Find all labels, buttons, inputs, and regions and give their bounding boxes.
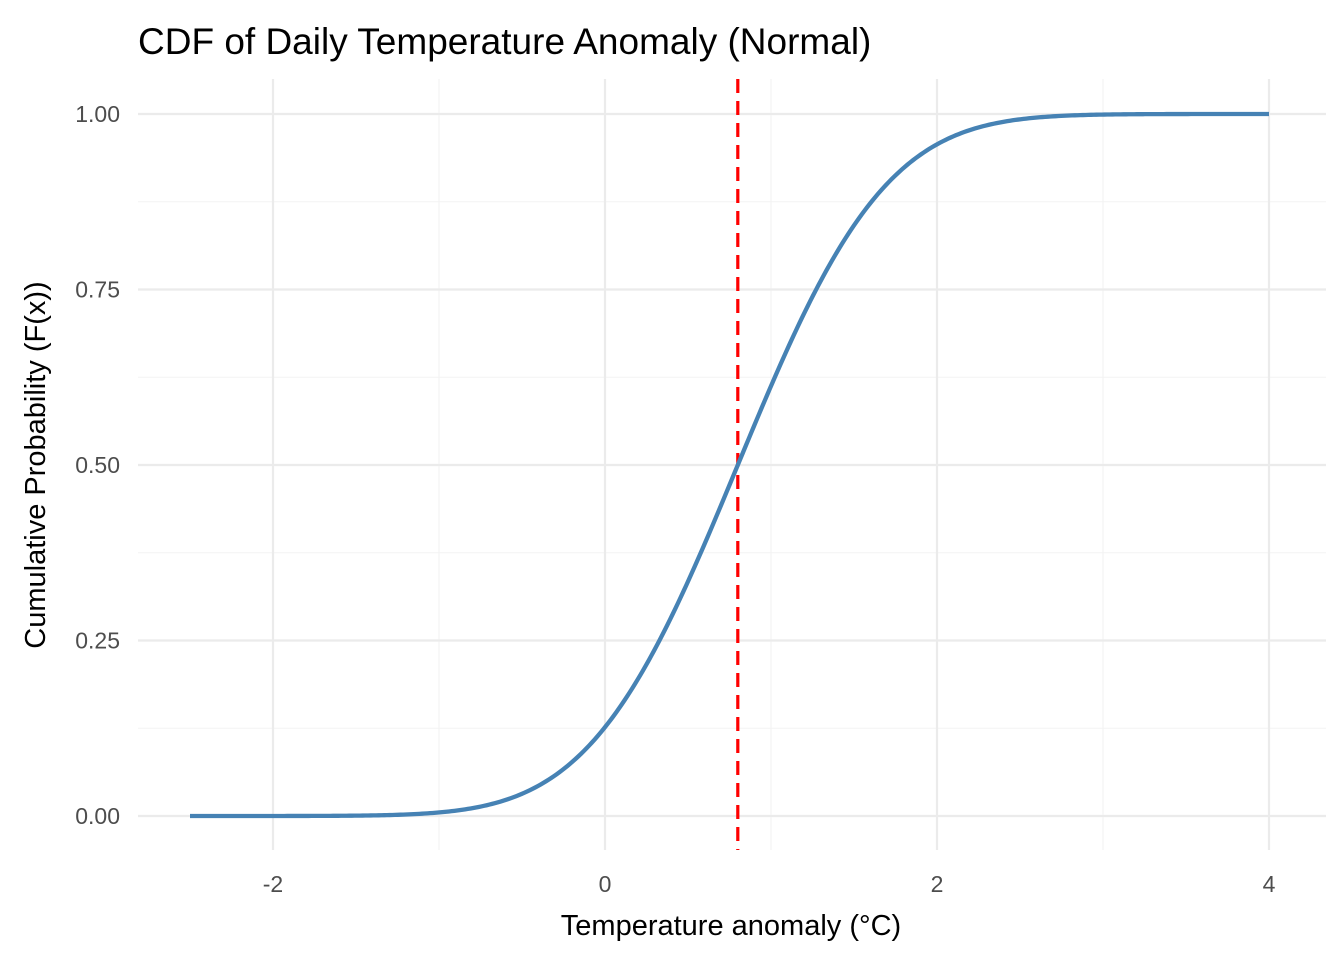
x-tick-label: -2 xyxy=(263,871,283,897)
y-tick-label: 0.75 xyxy=(75,277,120,303)
x-tick-label: 4 xyxy=(1263,871,1276,897)
y-axis-title: Cumulative Probability (F(x)) xyxy=(20,281,52,648)
chart-title: CDF of Daily Temperature Anomaly (Normal… xyxy=(138,21,871,62)
y-tick-label: 1.00 xyxy=(75,101,120,127)
x-tick-label: 2 xyxy=(931,871,944,897)
y-tick-label: 0.00 xyxy=(75,803,120,829)
series-layer xyxy=(190,111,1269,819)
grid xyxy=(138,79,1326,850)
y-tick-label: 0.50 xyxy=(75,452,120,478)
y-axis-ticks: 0.00 0.25 0.50 0.75 1.00 xyxy=(75,101,120,829)
cdf-curve xyxy=(190,111,1269,819)
x-axis-ticks: -2 0 2 4 xyxy=(263,871,1276,897)
y-tick-label: 0.25 xyxy=(75,628,120,654)
x-tick-label: 0 xyxy=(599,871,612,897)
x-axis-title: Temperature anomaly (°C) xyxy=(561,910,901,942)
